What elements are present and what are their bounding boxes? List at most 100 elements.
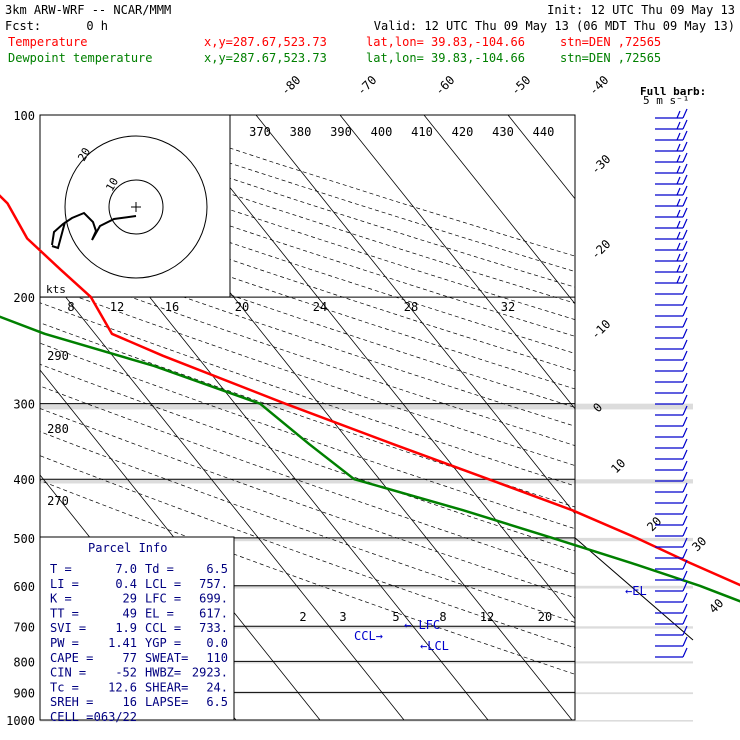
wind-barb-flag [682, 339, 688, 350]
isotherm-label: -30 [588, 152, 613, 177]
wind-barb-flag [682, 504, 688, 515]
parcel-row-value: 6.5 [206, 562, 228, 576]
pressure-tick-label: 800 [13, 655, 35, 669]
profile-lines [0, 194, 740, 603]
parcel-row-label: SREH = [50, 695, 93, 709]
pressure-tick-label: 400 [13, 473, 35, 487]
parcel-row-value: 699. [199, 592, 228, 606]
wind-barb-flag [682, 207, 688, 218]
wind-barb-flag [682, 548, 688, 559]
hodograph-speed-label: 28 [404, 300, 418, 314]
forecast-label: Fcst: [5, 19, 41, 33]
parcel-row-label: CCL = [145, 621, 181, 635]
parcel-row-value: 063/22 [94, 710, 137, 724]
hodograph-ring [64, 135, 208, 279]
parcel-row-value: 29 [123, 592, 137, 606]
lcl-marker: ←LCL [420, 639, 449, 653]
theta-label: 280 [47, 422, 69, 436]
parcel-row-value: 16 [123, 695, 137, 709]
dewpoint-profile [0, 315, 740, 603]
dry-adiabat [40, 322, 575, 508]
isotherm-label: -70 [354, 73, 379, 98]
dry-adiabat [40, 302, 575, 487]
wind-barb-flag [682, 636, 688, 647]
legend-dewpoint-name: Dewpoint temperature [8, 51, 153, 65]
wind-barb-flag [682, 284, 688, 295]
isotherm-label: 20 [644, 514, 664, 534]
shade-band [40, 585, 693, 589]
wind-barb-flag [682, 306, 688, 317]
pressure-tick-label: 200 [13, 291, 35, 305]
theta-label: 400 [371, 125, 393, 139]
wind-barb-flag [682, 471, 688, 482]
parcel-row-value: 1.41 [108, 636, 137, 650]
parcel-row-value: 617. [199, 606, 228, 620]
hodograph-speed-label: 12 [110, 300, 124, 314]
parcel-row-value: 49 [123, 606, 137, 620]
wind-barbs [655, 108, 688, 658]
hodograph-speed-label: 8 [67, 300, 74, 314]
isotherm-line [40, 264, 405, 720]
parcel-row-label: EL = [145, 606, 174, 620]
isotherm-label: 30 [689, 534, 709, 554]
theta-label: 390 [330, 125, 352, 139]
parcel-info-box [39, 536, 235, 721]
init-time: Init: 12 UTC Thu 09 May 13 [547, 3, 735, 17]
isotherm-line [40, 369, 321, 720]
wind-barb-flag [682, 262, 688, 273]
hodograph-ring [108, 179, 164, 235]
dry-adiabat [40, 431, 575, 623]
wind-barb-flag [676, 220, 681, 229]
isotherm-label: 40 [706, 596, 726, 616]
barb-note-unit: 5 m s⁻¹ [643, 94, 689, 107]
plot-frame [39, 114, 576, 721]
wind-barb-flag [682, 273, 688, 284]
wind-barb-flag [682, 295, 688, 306]
wind-barb-flag [682, 174, 688, 185]
isotherm-line [339, 115, 575, 410]
wind-barb-flag [676, 253, 681, 262]
wind-barb-flag [682, 625, 688, 636]
isotherm-line [255, 115, 575, 515]
parcel-row-value: 733. [199, 621, 228, 635]
isotherm-label: -10 [588, 317, 613, 342]
wind-barb-flag [676, 132, 681, 141]
legend-temperature-station: stn=DEN ,72565 [560, 35, 661, 49]
wind-barb-flag [676, 187, 681, 196]
parcel-row-label: TT = [50, 606, 79, 620]
wind-barb-flag [682, 328, 688, 339]
wind-barb-flag [682, 603, 688, 614]
wind-barb-flag [682, 317, 688, 328]
wind-barb-flag [676, 110, 681, 119]
wind-barb-flag [676, 143, 681, 152]
temperature-profile [0, 194, 740, 587]
parcel-row-value: 1.9 [115, 621, 137, 635]
dry-adiabat [40, 227, 575, 408]
theta-label: 410 [411, 125, 433, 139]
parcel-row-value: 757. [199, 577, 228, 591]
theta-label: 290 [47, 349, 69, 363]
ccl-marker: CCL→ [354, 629, 383, 643]
wind-barb-flag [682, 482, 688, 493]
parcel-row-label: K = [50, 592, 72, 606]
parcel-row-label: CAPE = [50, 651, 93, 665]
mixing-ratio-label: 12 [480, 610, 494, 624]
hodograph-trace [51, 211, 137, 250]
mixing-ratio-label: 20 [538, 610, 552, 624]
pressure-tick-label: 600 [13, 580, 35, 594]
wind-barb-flag [682, 460, 688, 471]
shade-band [40, 692, 693, 695]
parcel-row-label: LI = [50, 577, 79, 591]
shade-band [40, 479, 693, 484]
wind-barb-flag [682, 229, 688, 240]
mixing-ratio-label: 8 [439, 610, 446, 624]
wind-barb-flag [682, 163, 688, 174]
wind-barb-flag [682, 119, 688, 130]
wind-barb-flag [682, 185, 688, 196]
hodograph-speed-label: 16 [165, 300, 179, 314]
parcel-row-label: CIN = [50, 666, 86, 680]
hodograph-frame [39, 114, 231, 298]
legend-dewpoint: Dewpoint temperature x,y=287.67,523.73 l… [8, 51, 661, 65]
